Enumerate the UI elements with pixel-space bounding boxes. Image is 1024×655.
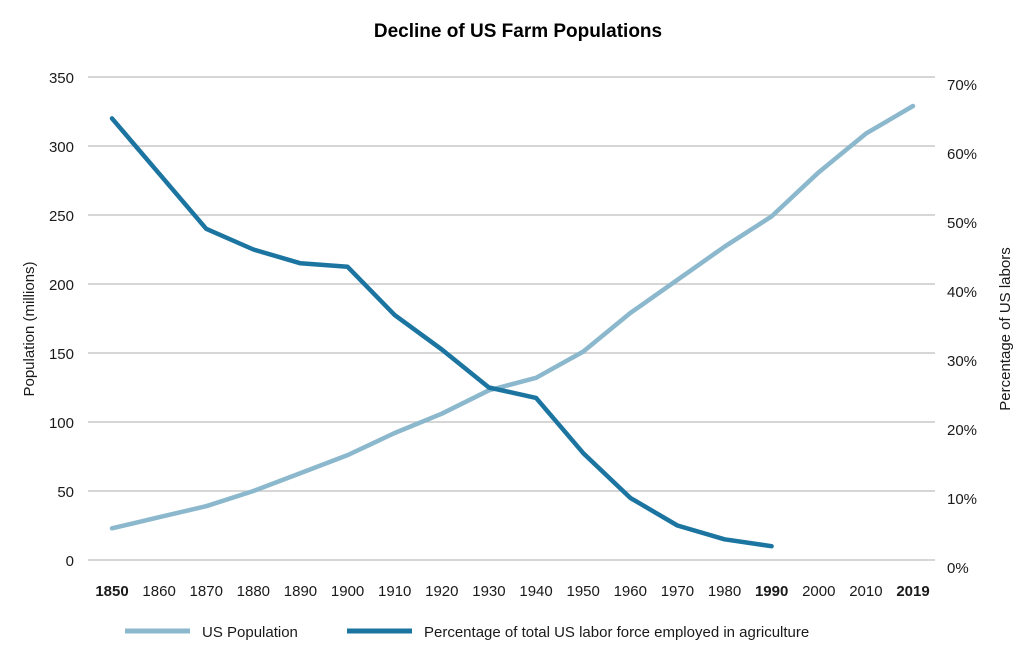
y-tick-label: 100 <box>49 415 74 432</box>
grid-lines <box>88 76 935 561</box>
x-tick-label: 2019 <box>896 583 929 600</box>
y-tick-label: 0 <box>66 553 74 570</box>
y2-tick-label: 30% <box>947 353 977 370</box>
legend-label-agri-labor: Percentage of total US labor force emplo… <box>424 624 809 641</box>
x-tick-label: 2000 <box>802 583 835 600</box>
x-tick-label: 1990 <box>755 583 788 600</box>
x-tick-label: 1900 <box>331 583 364 600</box>
x-tick-label: 1930 <box>472 583 505 600</box>
y2-axis-label: Percentage of US labors <box>997 247 1014 410</box>
y-tick-label: 50 <box>57 484 74 501</box>
x-tick-label: 1920 <box>425 583 458 600</box>
y2-tick-label: 40% <box>947 284 977 301</box>
legend: US Population Percentage of total US lab… <box>125 624 809 641</box>
y2-tick-label: 70% <box>947 77 977 94</box>
y-tick-label: 250 <box>49 208 74 225</box>
y2-tick-label: 50% <box>947 215 977 232</box>
x-tick-label: 1860 <box>142 583 175 600</box>
x-tick-label: 1850 <box>95 583 128 600</box>
series-line-1 <box>109 116 774 549</box>
y-tick-label: 350 <box>49 70 74 87</box>
x-tick-label: 1910 <box>378 583 411 600</box>
y2-tick-label: 10% <box>947 491 977 508</box>
x-tick-label: 1880 <box>237 583 270 600</box>
x-tick-label: 1870 <box>190 583 223 600</box>
legend-label-us-population: US Population <box>202 624 298 641</box>
x-tick-label: 1980 <box>708 583 741 600</box>
series-lines <box>109 103 916 549</box>
y-tick-label: 150 <box>49 346 74 363</box>
y-tick-label: 300 <box>49 139 74 156</box>
x-tick-label: 1940 <box>519 583 552 600</box>
x-tick-label: 2010 <box>849 583 882 600</box>
y-axis-label: Population (millions) <box>21 261 38 396</box>
y-tick-label: 200 <box>49 277 74 294</box>
y2-axis-ticks: 0% 10% 20% 30% 40% 50% 60% 70% <box>947 77 977 577</box>
y2-tick-label: 20% <box>947 422 977 439</box>
series-line-0 <box>109 103 916 531</box>
y2-tick-label: 0% <box>947 560 969 577</box>
x-tick-label: 1890 <box>284 583 317 600</box>
x-tick-label: 1960 <box>614 583 647 600</box>
y-axis-ticks: 0 50 100 150 200 250 300 350 <box>49 70 74 570</box>
y2-tick-label: 60% <box>947 146 977 163</box>
x-axis-ticks: 1850 1860 1870 1880 1890 1900 1910 1920 1930 1940… <box>95 583 929 600</box>
chart-title: Decline of US Farm Populations <box>374 21 662 42</box>
x-tick-label: 1950 <box>566 583 599 600</box>
x-tick-label: 1970 <box>661 583 694 600</box>
